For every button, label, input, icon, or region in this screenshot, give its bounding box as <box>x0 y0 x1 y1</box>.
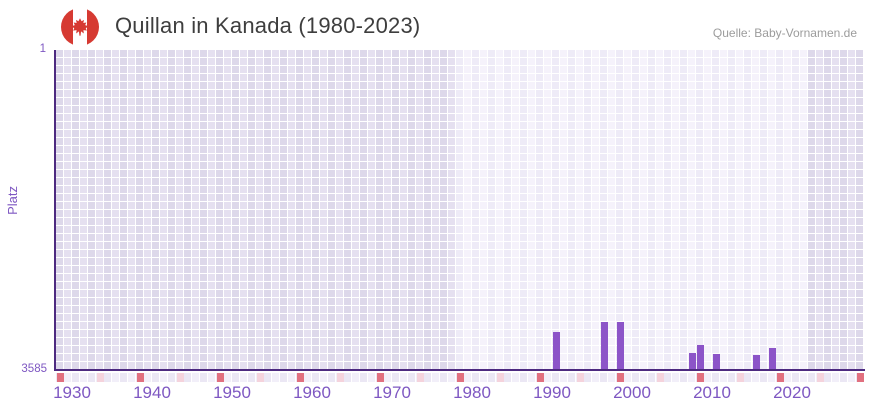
tick-marker-pink-1933 <box>96 372 104 382</box>
tick-marker-red-2018 <box>776 372 784 382</box>
tick-marker-pink-2003 <box>656 372 664 382</box>
tick-marker-red-1948 <box>216 372 224 382</box>
bar-2007[interactable] <box>688 353 696 370</box>
axis-marker-row <box>56 372 864 382</box>
tick-marker-red-1998 <box>616 372 624 382</box>
x-tick-1950: 1950 <box>213 383 251 402</box>
tick-marker-red-1978 <box>456 372 464 382</box>
tick-marker-red-1968 <box>376 372 384 382</box>
tick-marker-pink-1943 <box>176 372 184 382</box>
x-axis-line <box>53 369 865 372</box>
x-tick-2000: 2000 <box>613 383 651 402</box>
bar-2015[interactable] <box>752 355 760 370</box>
x-tick-2010: 2010 <box>693 383 731 402</box>
tick-marker-red-2008 <box>696 372 704 382</box>
tick-marker-pink-1953 <box>256 372 264 382</box>
tick-marker-red-1958 <box>296 372 304 382</box>
x-tick-1940: 1940 <box>133 383 171 402</box>
flag-left-band <box>61 8 73 46</box>
tick-marker-pink-1973 <box>416 372 424 382</box>
bar-2008[interactable] <box>696 345 704 370</box>
maple-leaf-icon <box>71 18 89 36</box>
x-tick-1970: 1970 <box>373 383 411 402</box>
flag-right-band <box>87 8 99 46</box>
bar-2017[interactable] <box>768 348 776 370</box>
tick-marker-red-1928 <box>56 372 64 382</box>
y-tick-top: 1 <box>39 43 46 55</box>
x-tick-1960: 1960 <box>293 383 331 402</box>
y-tick-bottom: 3585 <box>21 363 47 375</box>
tick-marker-red-1938 <box>136 372 144 382</box>
bar-1996[interactable] <box>600 321 608 370</box>
x-axis-ticks: 1930 1940 1950 1960 1970 1980 1990 2000 2010 2020 <box>53 383 864 405</box>
tick-marker-pink-1963 <box>336 372 344 382</box>
x-tick-1980: 1980 <box>453 383 491 402</box>
grid-band-dark <box>56 50 456 370</box>
tick-marker-pink-2023 <box>816 372 824 382</box>
y-axis-line <box>53 50 56 371</box>
bar-1990[interactable] <box>552 332 560 370</box>
grid-band-light <box>456 50 808 370</box>
x-tick-2020: 2020 <box>773 383 811 402</box>
grid-band-dark <box>808 50 864 370</box>
x-tick-1930: 1930 <box>53 383 91 402</box>
page-title: Quillan in Kanada (1980-2023) <box>115 13 421 38</box>
tick-marker-pink-1983 <box>496 372 504 382</box>
bar-1998[interactable] <box>616 322 624 370</box>
source-attribution[interactable]: Quelle: Baby-Vornamen.de <box>712 26 857 40</box>
x-tick-1990: 1990 <box>533 383 571 402</box>
y-axis-label: Platz <box>5 186 20 215</box>
tick-marker-pink-1993 <box>576 372 584 382</box>
tick-marker-red-2028 <box>856 372 864 382</box>
plot-area <box>53 50 865 372</box>
bar-2010[interactable] <box>712 354 720 370</box>
tick-marker-pink-2013 <box>736 372 744 382</box>
tick-marker-red-1988 <box>536 372 544 382</box>
canada-flag-icon <box>61 8 99 46</box>
